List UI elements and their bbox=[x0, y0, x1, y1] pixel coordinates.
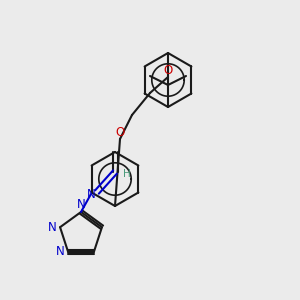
Text: N: N bbox=[48, 221, 56, 234]
Text: H: H bbox=[123, 169, 131, 179]
Text: O: O bbox=[116, 127, 124, 140]
Text: N: N bbox=[76, 197, 85, 211]
Text: N: N bbox=[87, 188, 95, 200]
Text: O: O bbox=[164, 64, 172, 77]
Text: N: N bbox=[56, 245, 64, 258]
